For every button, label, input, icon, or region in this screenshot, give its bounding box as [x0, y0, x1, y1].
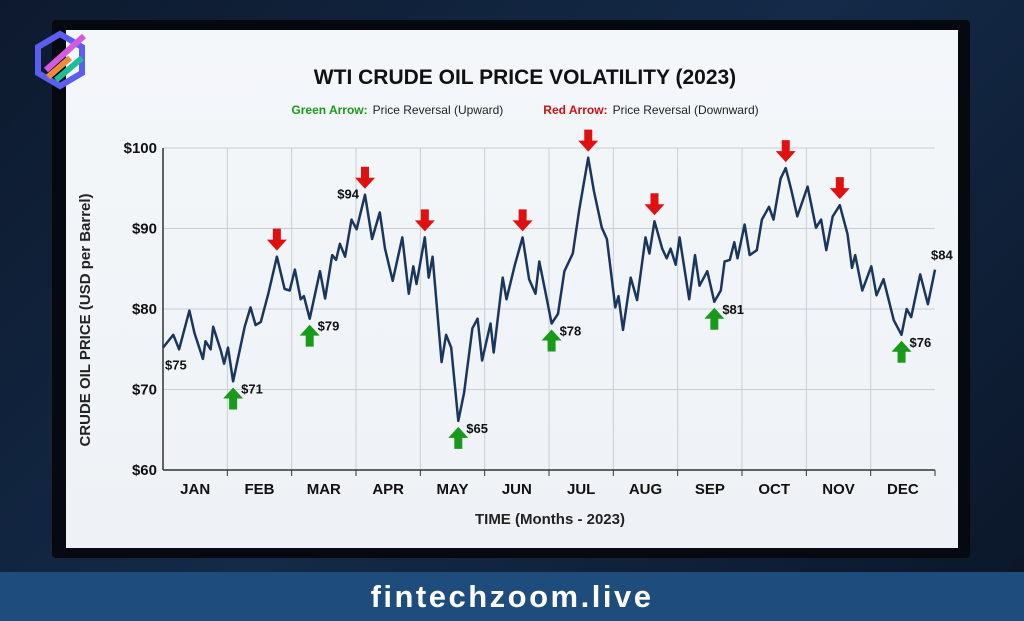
x-tick-label: JAN — [180, 481, 210, 498]
down-arrow-icon — [578, 129, 599, 152]
down-arrow-icon — [355, 166, 376, 189]
y-axis-label: CRUDE OIL PRICE (USD per Barrel) — [77, 193, 94, 446]
price-annotation: $81 — [722, 302, 744, 317]
price-annotation: $75 — [165, 358, 187, 373]
y-tick-label: $90 — [132, 221, 157, 238]
y-tick-label: $60 — [132, 462, 157, 479]
up-arrow-icon — [891, 340, 912, 363]
down-arrow-icon — [829, 177, 850, 200]
price-annotation: $65 — [466, 421, 488, 436]
x-tick-label: JUL — [567, 481, 595, 498]
legend-red-text: Price Reversal (Downward) — [613, 103, 759, 117]
x-tick-label: SEP — [695, 481, 725, 498]
x-axis-label: TIME (Months - 2023) — [475, 511, 625, 528]
x-tick-label: FEB — [245, 481, 275, 498]
up-arrow-icon — [704, 307, 725, 330]
up-arrow-icon — [223, 387, 244, 410]
x-tick-label: NOV — [822, 481, 855, 498]
price-annotation: $76 — [910, 335, 932, 350]
down-arrow-icon — [644, 193, 665, 216]
chart-title: WTI CRUDE OIL PRICE VOLATILITY (2023) — [314, 66, 736, 89]
monitor-screen: WTI CRUDE OIL PRICE VOLATILITY (2023) Gr… — [66, 30, 958, 548]
legend-green-text: Price Reversal (Upward) — [373, 103, 504, 117]
x-tick-label: APR — [372, 481, 404, 498]
down-arrow-icon — [512, 209, 533, 232]
site-banner: fintechzoom.live — [0, 572, 1024, 621]
price-annotation: $84 — [931, 248, 953, 263]
price-annotation: $78 — [560, 323, 582, 338]
site-name: fintechzoom.live — [370, 578, 654, 614]
legend-red-key: Red Arrow: — [543, 103, 607, 117]
price-annotation: $79 — [318, 319, 340, 334]
x-tick-label: OCT — [758, 481, 790, 498]
legend: Green Arrow: Price Reversal (Upward) Red… — [291, 103, 758, 117]
x-tick-label: MAR — [307, 481, 341, 498]
x-tick-label: MAY — [437, 481, 469, 498]
down-arrow-icon — [266, 228, 287, 251]
x-tick-label: AUG — [629, 481, 662, 498]
up-arrow-icon — [448, 426, 469, 449]
price-chart: WTI CRUDE OIL PRICE VOLATILITY (2023) Gr… — [77, 66, 953, 528]
down-arrow-icon — [775, 140, 796, 163]
price-annotation: $71 — [241, 381, 263, 396]
up-arrow-icon — [541, 329, 562, 352]
down-arrow-icon — [414, 209, 435, 232]
y-tick-label: $70 — [132, 382, 157, 399]
y-tick-label: $80 — [132, 301, 157, 318]
legend-green-key: Green Arrow: — [291, 103, 367, 117]
up-arrow-icon — [299, 324, 320, 347]
price-annotation: $94 — [337, 187, 359, 202]
x-tick-label: JUN — [502, 481, 532, 498]
y-tick-label: $100 — [124, 140, 157, 157]
hexagon-chart-logo — [35, 30, 87, 90]
x-tick-label: DEC — [887, 481, 919, 498]
price-line — [162, 156, 937, 423]
